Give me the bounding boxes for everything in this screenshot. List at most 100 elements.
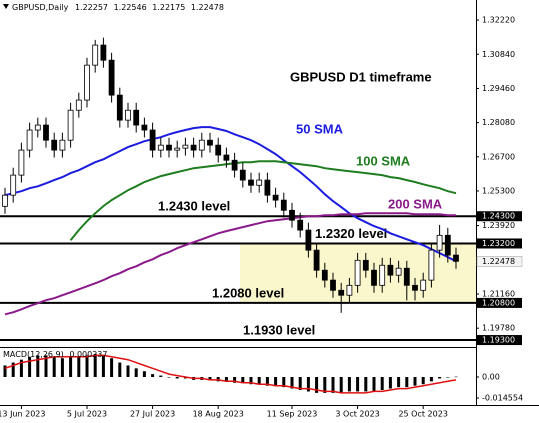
level-label: 1.1930 level: [243, 322, 315, 337]
candle-body: [133, 109, 140, 126]
candle-body: [395, 267, 402, 276]
x-tick-label: 11 Sep 2023: [267, 410, 318, 419]
macd-bar: [421, 377, 425, 385]
sma-layer: 50 SMA 100 SMA 200 SMA: [4, 121, 457, 316]
level-label: 1.2320 level: [315, 226, 387, 241]
candle-body: [289, 209, 295, 221]
level-axis-box: [477, 238, 522, 249]
menu-triangle[interactable]: [3, 4, 9, 9]
macd-bar: [52, 356, 56, 378]
macd-bar: [298, 377, 302, 390]
level-axis-label: 1.24300: [482, 212, 515, 221]
macd-bar: [380, 377, 384, 390]
level-axis-label: 1.20800: [482, 298, 515, 307]
macd-signal: [4, 354, 457, 394]
macd-value: 0.000237: [69, 350, 107, 359]
macd-bar: [36, 355, 40, 378]
macd-y-tick-label: 0.00: [482, 373, 500, 382]
candle-layer: [2, 37, 459, 313]
candle-body: [321, 269, 328, 281]
current-price-box: [476, 256, 523, 267]
chart-title: GBPUSD D1 timeframe: [290, 69, 432, 84]
macd-bar: [28, 356, 32, 378]
macd-bar: [19, 359, 23, 378]
macd-header: MACD(12,26,9) 0.000237: [3, 350, 107, 359]
x-tick-label: 3 Oct 2023: [335, 410, 379, 419]
sma-label: 50 SMA: [296, 121, 344, 136]
macd-bar: [397, 377, 401, 388]
macd-bar: [175, 377, 179, 379]
macd-bar: [134, 368, 138, 378]
level-label: 1.2080 level: [212, 285, 284, 300]
candle-body: [231, 159, 238, 171]
quote-high: 1.22546: [114, 3, 147, 12]
candle-body: [141, 124, 148, 131]
candle-body: [239, 169, 246, 181]
candle-body: [51, 139, 58, 151]
candle-body: [59, 139, 66, 151]
candle-body: [157, 144, 164, 151]
candle-body: [354, 259, 361, 286]
candle-body: [362, 259, 369, 271]
level-axis-box: [477, 297, 522, 308]
macd-bar: [110, 358, 114, 378]
quote-close: 1.22478: [191, 3, 224, 12]
candle-body: [10, 174, 17, 196]
macd-bar: [323, 377, 327, 393]
candle-body: [420, 279, 427, 291]
level-axis-label: 1.19300: [482, 336, 515, 345]
x-tick-label: 18 Aug 2023: [193, 410, 244, 419]
macd-bar: [159, 375, 163, 378]
candle-body: [166, 144, 172, 151]
chart-header: GBPUSD,Daily 1.22257 1.22546 1.22175 1.2…: [12, 3, 224, 12]
macd-bar: [224, 377, 228, 382]
candle-body: [182, 144, 189, 149]
candle-body: [223, 154, 230, 161]
y-tick-label: 1.19780: [482, 324, 515, 333]
candle-body: [436, 234, 443, 251]
candle-body: [125, 109, 131, 121]
level-axis-label: 1.23200: [482, 239, 515, 248]
candle-body: [280, 199, 287, 211]
current-price-label: 1.22478: [482, 257, 515, 266]
macd-bar: [257, 377, 261, 385]
x-tick-label: 13 Jun 2023: [0, 410, 45, 419]
macd-bar: [372, 377, 376, 392]
sma-label: 200 SMA: [388, 196, 443, 211]
macd-bar: [388, 377, 392, 389]
macd-bar: [306, 377, 310, 392]
macd-bar: [118, 362, 122, 378]
candle-body: [207, 139, 213, 146]
x-tick-label: 27 Jul 2023: [130, 410, 175, 419]
macd-bar: [290, 377, 294, 389]
macd-layer: [3, 353, 458, 394]
macd-bar: [282, 377, 286, 388]
candle-body: [190, 144, 197, 151]
candle-body: [92, 44, 99, 66]
y-tick-label: 1.28080: [482, 118, 515, 127]
quote-open: 1.22257: [75, 3, 108, 12]
macd-y-tick-label: -0.014554: [482, 394, 523, 403]
candle-body: [313, 249, 320, 271]
candle-body: [428, 249, 435, 281]
macd-bar: [446, 377, 450, 378]
candle-body: [264, 179, 271, 196]
macd-bar: [331, 377, 335, 393]
y-tick-label: 1.26700: [482, 152, 515, 161]
macd-bar: [151, 374, 155, 378]
macd-bar: [44, 355, 48, 378]
macd-bar: [241, 377, 245, 383]
macd-bar: [364, 377, 368, 392]
macd-bar: [274, 377, 278, 386]
sma-line: [4, 126, 457, 263]
macd-bar: [315, 377, 319, 393]
candle-body: [67, 109, 74, 141]
candle-body: [84, 64, 90, 101]
candle-body: [43, 124, 49, 141]
candle-body: [174, 147, 181, 151]
macd-bar: [93, 353, 97, 378]
candle-body: [297, 219, 304, 231]
macd-bar: [126, 365, 130, 378]
